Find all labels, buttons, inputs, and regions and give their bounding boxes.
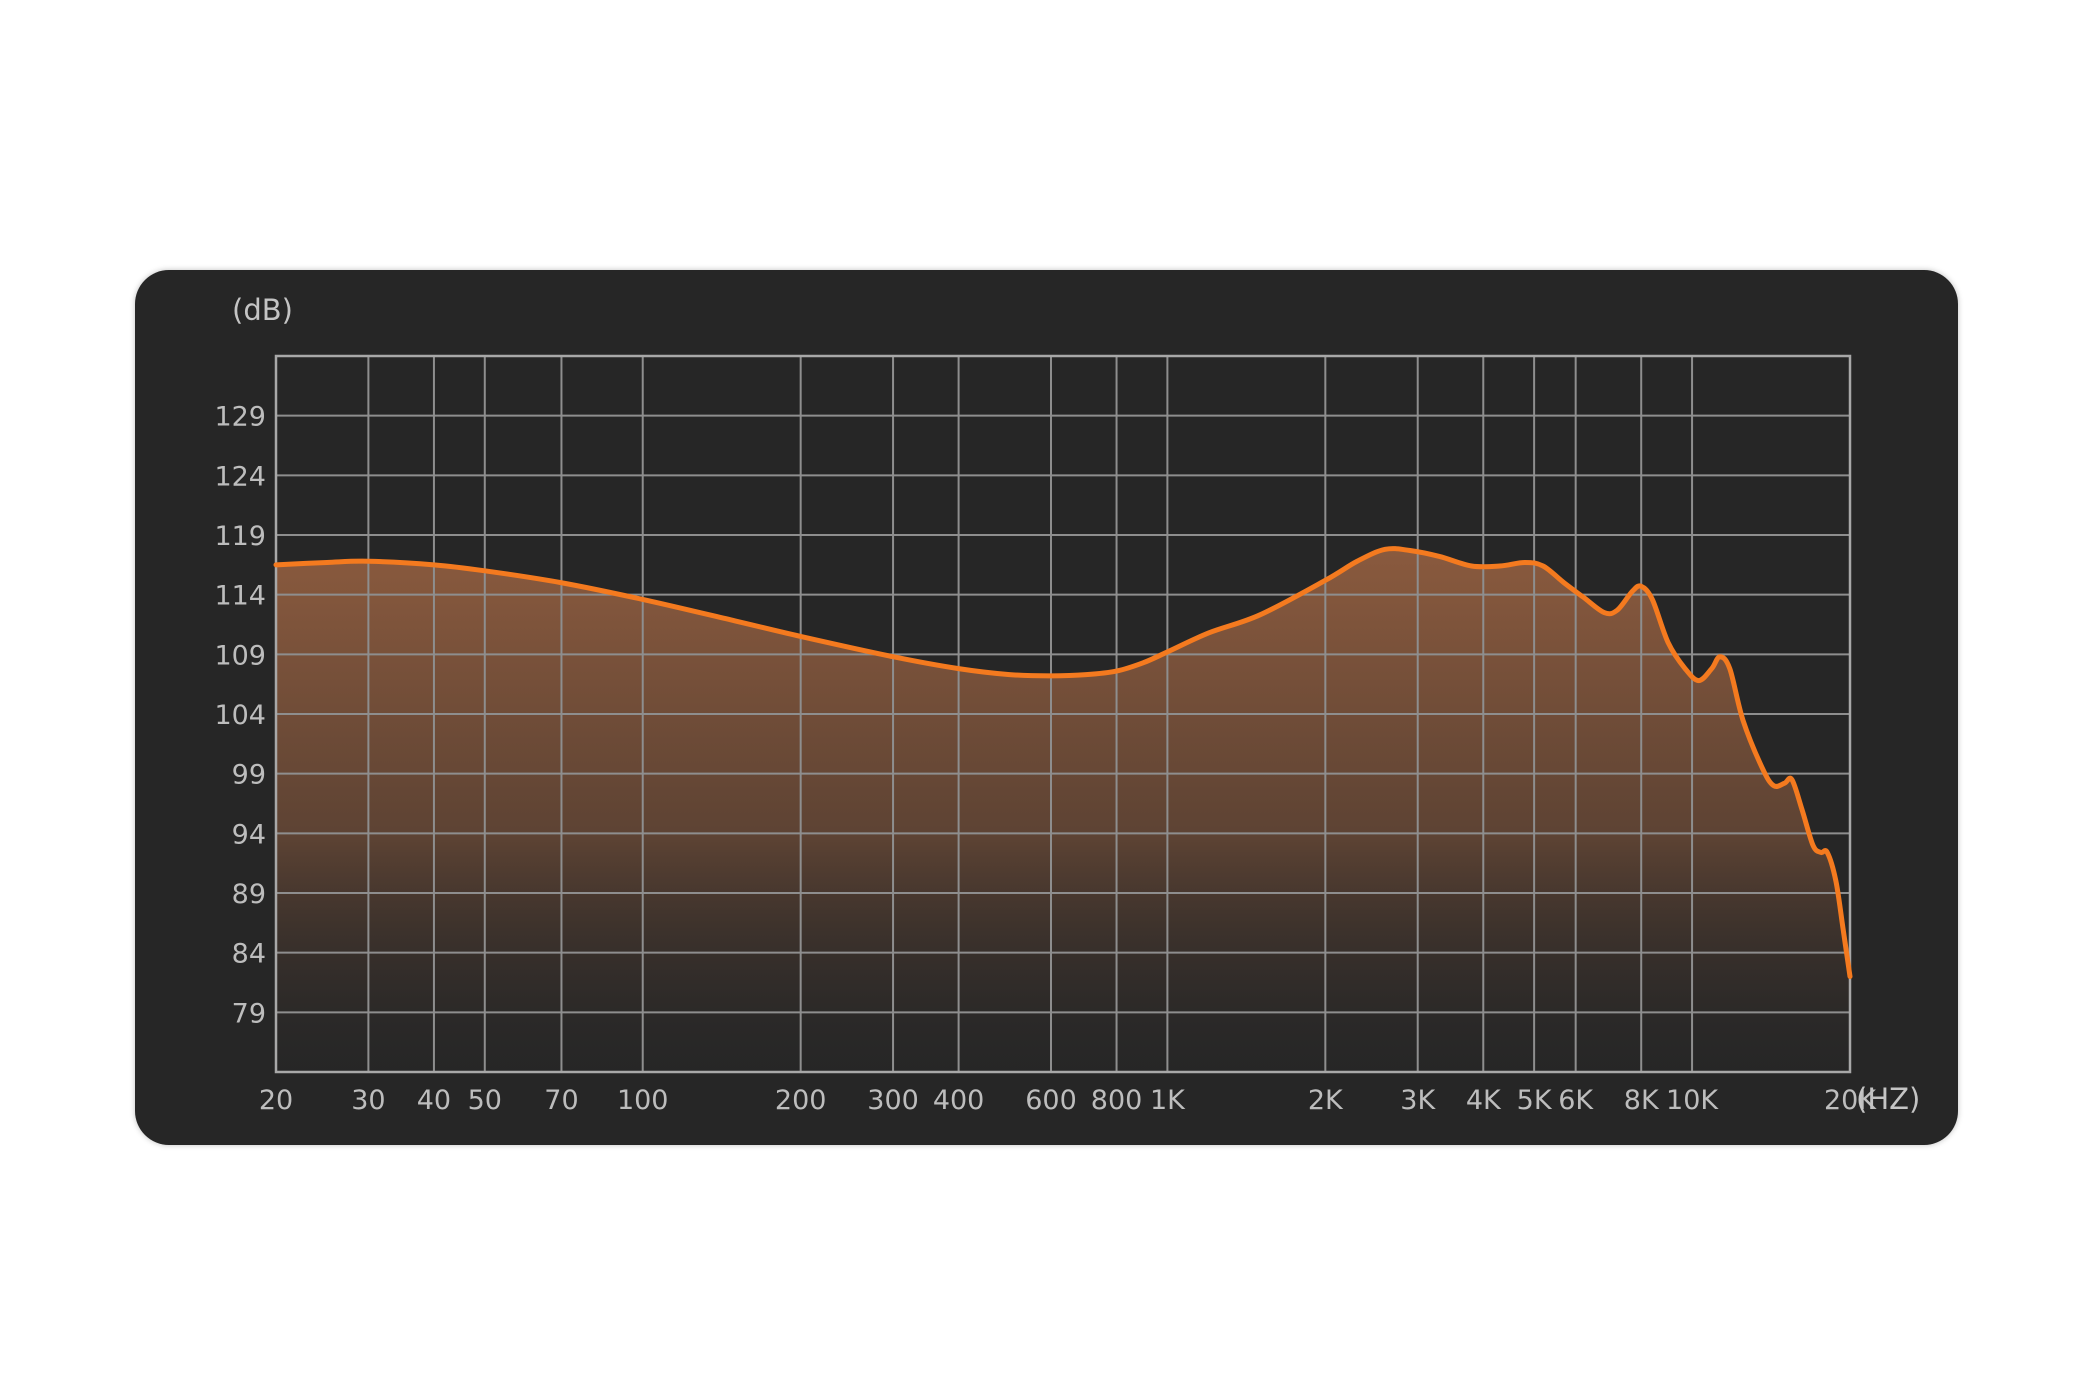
x-tick-label: 50	[468, 1085, 502, 1116]
y-tick-label: 104	[214, 700, 266, 731]
y-tick-label: 119	[214, 521, 266, 552]
y-tick-label: 99	[232, 760, 266, 791]
y-tick-label: 84	[232, 939, 266, 970]
response-area	[276, 548, 1850, 1072]
x-tick-label: 3K	[1400, 1085, 1436, 1116]
chart-panel: 129 124 119 114 109 104 99 94 89 84 79 20 30 40 50 70 10…	[135, 270, 1958, 1145]
x-tick-label: 100	[617, 1085, 669, 1116]
x-tick-label: 800	[1091, 1085, 1143, 1116]
y-tick-label: 109	[214, 640, 266, 671]
x-tick-label: 300	[867, 1085, 919, 1116]
area-layer	[276, 548, 1850, 1072]
x-tick-label: 600	[1025, 1085, 1077, 1116]
y-tick-label: 79	[232, 998, 266, 1029]
x-tick-label: 20	[259, 1085, 293, 1116]
y-tick-label: 114	[214, 581, 266, 612]
x-tick-label: 5K	[1517, 1085, 1553, 1116]
x-tick-label: 70	[544, 1085, 578, 1116]
x-axis-unit-label: (HZ)	[1856, 1082, 1920, 1116]
x-tick-label: 6K	[1558, 1085, 1594, 1116]
y-axis-unit-label: (dB)	[232, 293, 293, 327]
y-tick-label: 129	[214, 402, 266, 433]
x-tick-label: 4K	[1466, 1085, 1502, 1116]
x-tick-label: 2K	[1308, 1085, 1344, 1116]
y-tick-label: 124	[214, 461, 266, 492]
x-tick-label: 10K	[1666, 1085, 1719, 1116]
axis-labels: 129 124 119 114 109 104 99 94 89 84 79 20 30 40 50 70 10…	[214, 402, 1877, 1116]
y-tick-label: 89	[232, 879, 266, 910]
x-tick-label: 40	[417, 1085, 451, 1116]
x-tick-label: 20K	[1824, 1085, 1877, 1116]
x-tick-label: 8K	[1624, 1085, 1660, 1116]
y-tick-label: 94	[232, 819, 266, 850]
x-tick-label: 1K	[1150, 1085, 1186, 1116]
x-tick-label: 200	[775, 1085, 827, 1116]
x-tick-label: 30	[351, 1085, 385, 1116]
grid	[275, 356, 1851, 1072]
x-tick-label: 400	[933, 1085, 985, 1116]
frequency-response-chart: 129 124 119 114 109 104 99 94 89 84 79 20 30 40 50 70 10…	[214, 293, 1920, 1116]
plot-frame	[274, 354, 1852, 1074]
response-line	[273, 546, 1853, 980]
